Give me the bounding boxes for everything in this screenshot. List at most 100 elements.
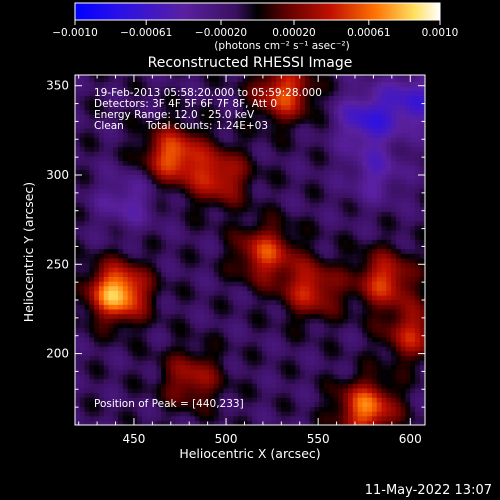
heatmap-cell [142, 420, 148, 425]
heatmap-cell [199, 276, 205, 282]
heatmap-cell [257, 178, 263, 185]
heatmap-cell [300, 392, 306, 398]
heatmap-cell [237, 397, 244, 403]
heatmap-cell [343, 373, 349, 380]
heatmap-cell [108, 369, 114, 375]
heatmap-cell [213, 267, 220, 273]
heatmap-cell [113, 202, 119, 208]
heatmap-cell [94, 360, 100, 366]
heatmap-cell [362, 318, 368, 324]
heatmap-cell [151, 341, 158, 347]
heatmap-cell [352, 137, 359, 143]
heatmap-cell [166, 146, 172, 152]
heatmap-cell [376, 322, 383, 329]
heatmap-cell [261, 295, 268, 301]
heatmap-cell [132, 387, 138, 394]
heatmap-cell [146, 304, 153, 310]
heatmap-cell [213, 100, 220, 106]
heatmap-cell [94, 230, 100, 236]
heatmap-cell [362, 109, 368, 115]
heatmap-cell [122, 151, 129, 157]
heatmap-cell [242, 169, 249, 175]
heatmap-cell [94, 192, 100, 199]
heatmap-cell [352, 336, 359, 343]
heatmap-cell [218, 225, 225, 231]
heatmap-cell [228, 378, 234, 384]
heatmap-cell [261, 141, 268, 148]
heatmap-cell [113, 225, 119, 231]
heatmap-cell [213, 350, 220, 356]
heatmap-cell [118, 123, 124, 129]
heatmap-cell [357, 192, 363, 199]
heatmap-cell [189, 95, 196, 101]
heatmap-cell [252, 146, 258, 152]
heatmap-cell [367, 192, 373, 199]
heatmap-cell [108, 230, 114, 236]
heatmap-cell [371, 197, 378, 203]
heatmap-cell [127, 216, 134, 222]
heatmap-cell [314, 220, 320, 226]
heatmap-cell [89, 369, 95, 375]
heatmap-cell [362, 234, 368, 240]
heatmap-cell [223, 239, 229, 245]
heatmap-cell [199, 369, 205, 375]
heatmap-cell [348, 304, 354, 310]
heatmap-cell [304, 420, 311, 425]
heatmap-cell [247, 151, 253, 157]
heatmap-cell [324, 127, 330, 134]
heatmap-cell [237, 387, 244, 394]
heatmap-cell [185, 188, 191, 194]
heatmap-cell [338, 369, 344, 375]
heatmap-cell [223, 225, 229, 231]
heatmap-cell [98, 132, 105, 138]
heatmap-cell [233, 202, 239, 208]
heatmap-cell [113, 401, 119, 408]
heatmap-cell [386, 285, 392, 291]
heatmap-cell [314, 192, 320, 199]
heatmap-cell [98, 109, 105, 115]
heatmap-cell [266, 206, 272, 213]
heatmap-cell [280, 174, 287, 180]
heatmap-cell [252, 178, 258, 185]
heatmap-cell [295, 239, 301, 245]
heatmap-cell [290, 104, 296, 110]
heatmap-cell [338, 141, 344, 148]
heatmap-cell [218, 281, 225, 287]
heatmap-cell [252, 322, 258, 329]
heatmap-cell [295, 313, 301, 319]
heatmap-cell [103, 216, 110, 222]
heatmap-cell [180, 192, 186, 199]
heatmap-cell [151, 90, 158, 96]
heatmap-cell [223, 90, 229, 96]
heatmap-cell [189, 313, 196, 319]
heatmap-cell [271, 155, 277, 161]
heatmap-cell [304, 183, 311, 189]
heatmap-cell [223, 141, 229, 148]
heatmap-cell [381, 75, 387, 78]
heatmap-cell [285, 137, 292, 143]
heatmap-cell [161, 206, 167, 213]
heatmap-cell [213, 276, 220, 282]
heatmap-cell [122, 225, 129, 231]
heatmap-cell [98, 369, 105, 375]
heatmap-cell [122, 192, 129, 199]
heatmap-cell [300, 378, 306, 384]
heatmap-cell [261, 243, 268, 250]
heatmap-cell [151, 188, 158, 194]
heatmap-cell [300, 225, 306, 231]
heatmap-cell [328, 123, 335, 129]
heatmap-cell [209, 271, 215, 278]
heatmap-cell [261, 151, 268, 157]
heatmap-cell [257, 378, 263, 384]
heatmap-cell [218, 234, 225, 240]
heatmap-cell [285, 318, 292, 324]
heatmap-cell [343, 109, 349, 115]
heatmap-cell [333, 197, 340, 203]
heatmap-cell [381, 123, 387, 129]
heatmap-cell [276, 118, 282, 124]
heatmap-cell [180, 271, 186, 278]
heatmap-cell [348, 360, 354, 366]
heatmap-cell [352, 299, 359, 305]
heatmap-cell [352, 104, 359, 110]
heatmap-cell [295, 81, 301, 87]
